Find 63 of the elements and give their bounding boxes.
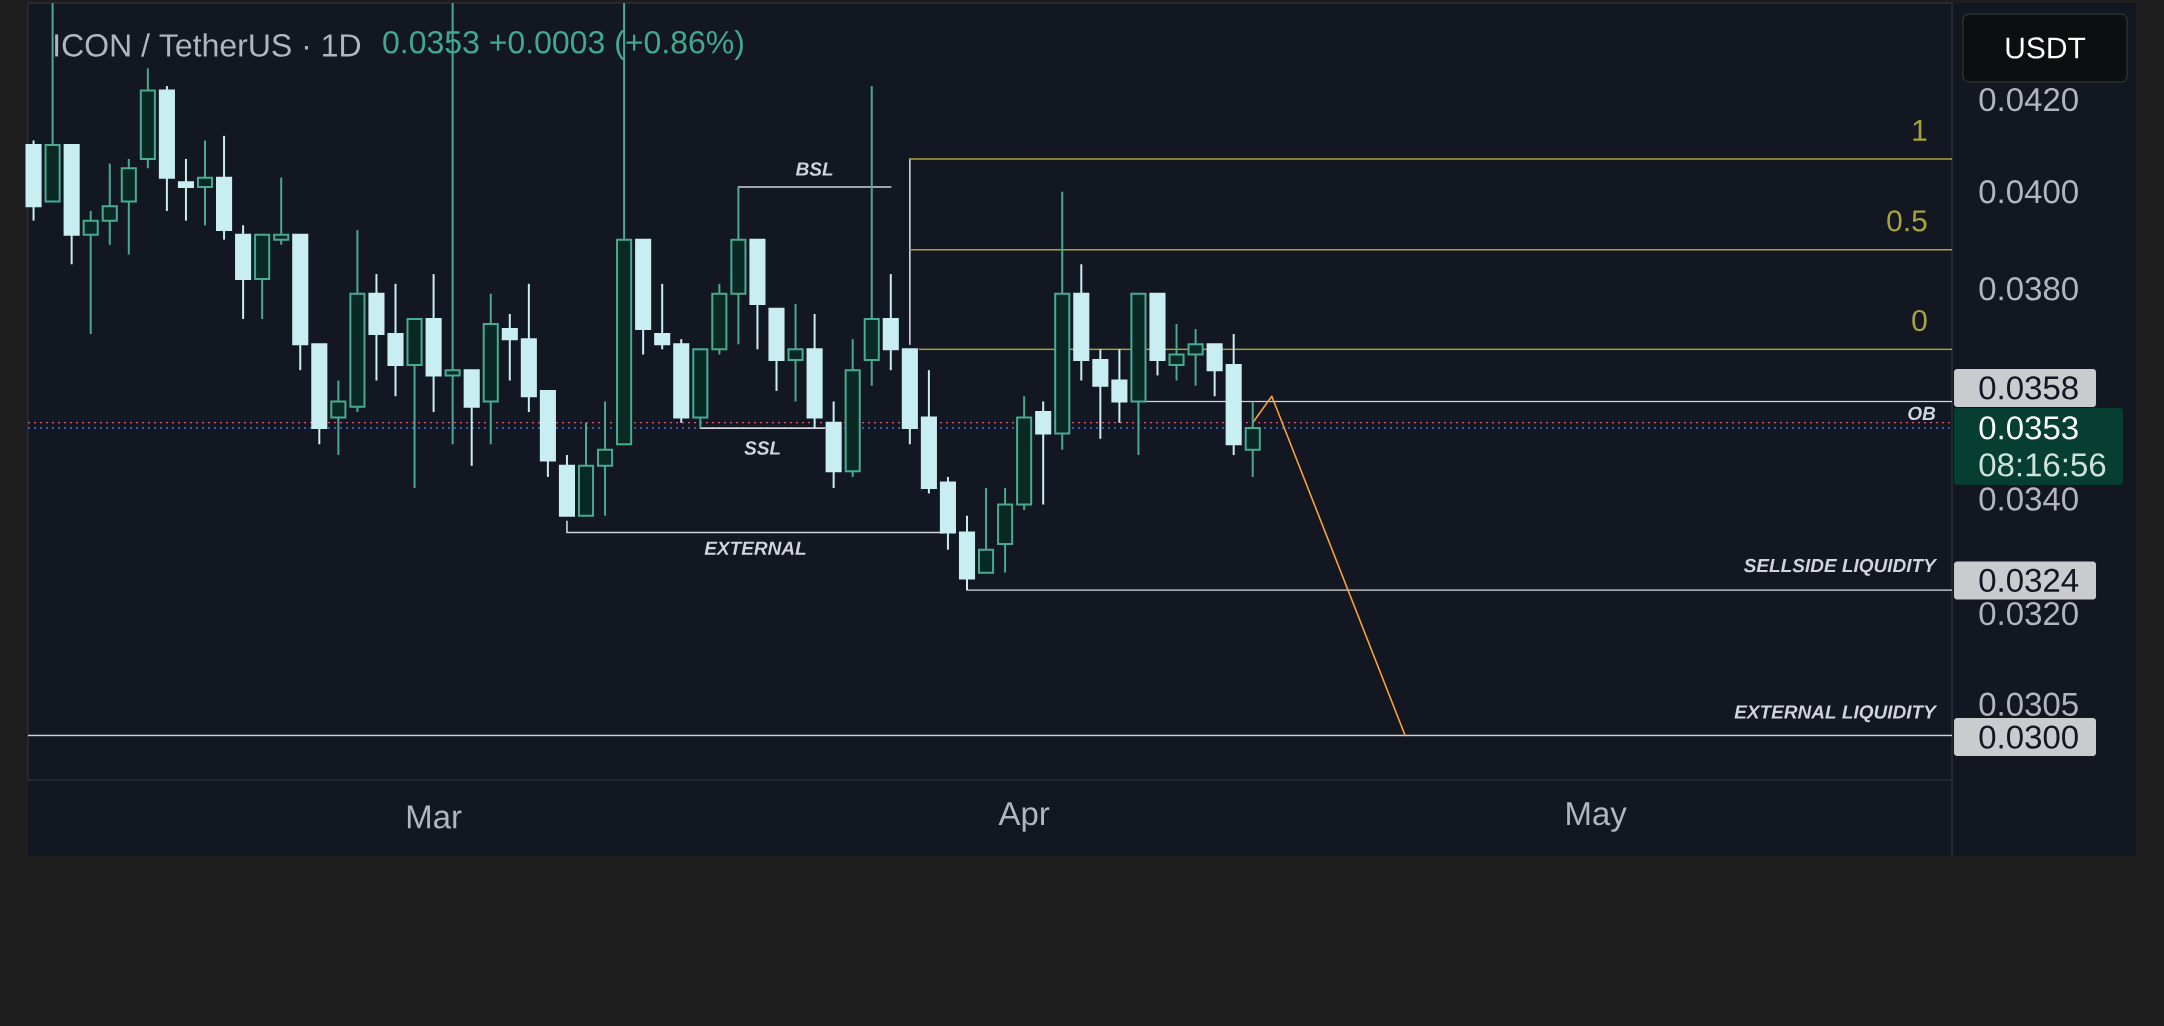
candlestick [177,157,194,222]
x-tick-label: May [1567,802,1627,832]
ref-line-label: 0.0353 [1979,416,2078,440]
y-tick-label: 0.0380 [1979,277,2078,301]
candlestick [882,273,899,372]
candlestick [787,303,804,403]
series-label: BSL [795,162,833,176]
candlestick [730,186,747,346]
annotation: 0.0324 [1979,568,2079,593]
candlestick [82,209,99,336]
y-tick-label: 0.0400 [1979,180,2078,204]
series-label: 0 [1912,309,1927,332]
candlestick [235,224,252,320]
annotation: 0.0358 [1979,376,2078,400]
candlestick [425,273,442,414]
candlestick [825,400,842,489]
series-label: OB [1908,406,1936,421]
candlestick [482,292,499,446]
text: 08:16:56 [1979,453,2106,477]
candlestick [844,338,861,478]
candlestick [711,282,728,356]
candlestick [368,273,385,382]
y-tick-label: 0.0305 [1979,692,2078,716]
candlestick [597,400,614,517]
candlestick [673,338,690,424]
candlestick [25,139,42,222]
y-tick-label: 0.0340 [1979,487,2078,511]
series-label: EXTERNAL LIQUIDITY [1734,705,1938,723]
candlestick [1225,333,1242,457]
series-label: SSL [744,441,780,455]
series-label: 0.5 [1887,210,1927,232]
candlestick [997,486,1014,574]
candlestick [1035,400,1052,506]
candlestick [387,282,404,398]
candlestick [330,379,347,457]
series-label: 1 [1913,120,1927,141]
series-label: SELLSIDE LIQUIDITY [1743,558,1938,576]
x-tick-label: Mar [407,805,462,829]
candlestick [1111,348,1128,424]
candlestick [1054,190,1071,451]
candlestick [1187,328,1204,387]
candlestick [939,475,956,551]
candlestick [1073,263,1090,382]
y-tick-label: 0.0320 [1979,601,2078,626]
candlestick [806,313,823,430]
candlestick [958,514,976,592]
candlestick [216,134,233,241]
candlestick [101,162,118,246]
y-tick-label: 0.0420 [1979,87,2078,112]
y-axis-title: USDT [2006,37,2086,59]
candlestick [158,85,175,212]
candlestick [1092,348,1109,440]
x-tick-label: Apr [998,802,1050,832]
candlestick [501,313,518,382]
candlestick [196,139,214,227]
candlestick [120,157,137,256]
annotation: 0.0300 [1979,725,2078,749]
candlestick [1244,400,1261,478]
text: ICON / TetherUS · 1D [55,33,361,57]
candlestick [863,85,880,387]
series-label: EXTERNAL [704,541,806,555]
candlestick [1168,323,1185,382]
candlestick [520,282,537,414]
